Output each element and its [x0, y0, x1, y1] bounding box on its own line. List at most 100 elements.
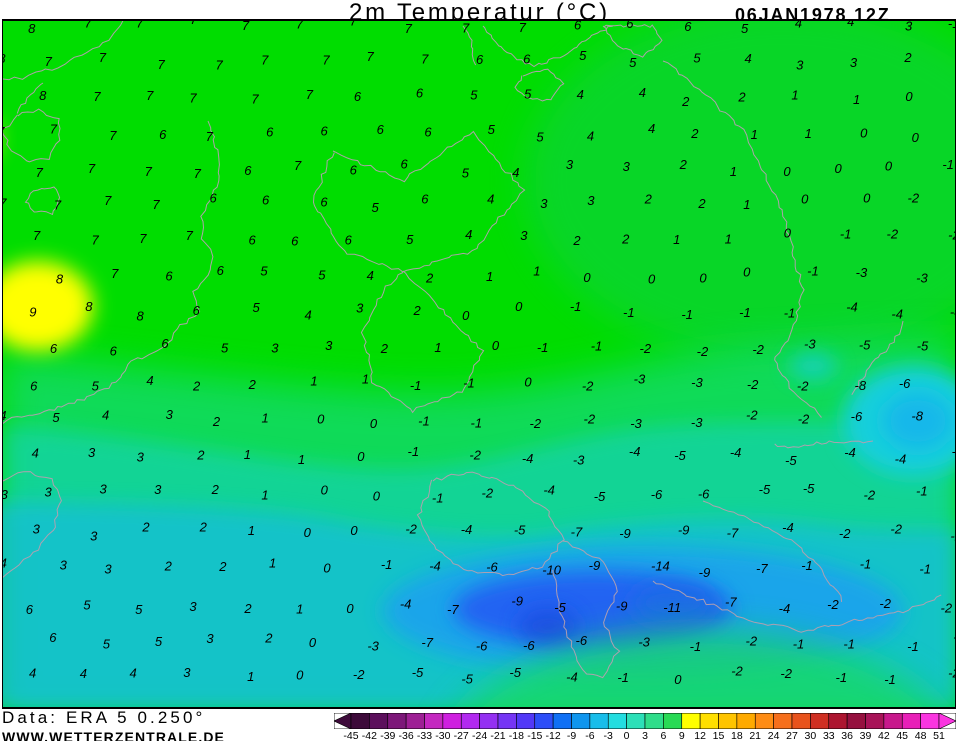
svg-text:-2: -2 [948, 227, 956, 242]
svg-text:0: 0 [743, 265, 751, 280]
svg-text:6: 6 [26, 602, 34, 617]
svg-text:5: 5 [629, 55, 637, 70]
svg-text:6: 6 [684, 21, 692, 34]
svg-text:1: 1 [743, 197, 750, 212]
svg-text:-4: -4 [400, 597, 412, 612]
svg-text:1: 1 [248, 523, 255, 538]
svg-text:5: 5 [52, 410, 60, 425]
svg-text:-1: -1 [471, 416, 483, 431]
svg-text:-1: -1 [948, 21, 956, 31]
svg-text:4: 4 [847, 21, 854, 29]
svg-text:-3: -3 [804, 337, 816, 352]
svg-text:7: 7 [146, 88, 154, 103]
svg-text:-1: -1 [801, 558, 813, 573]
svg-text:3: 3 [154, 482, 162, 497]
svg-text:-1: -1 [408, 444, 420, 459]
svg-text:-2: -2 [950, 528, 956, 543]
svg-text:3: 3 [520, 228, 528, 243]
svg-text:5: 5 [260, 264, 268, 279]
svg-text:0: 0 [885, 159, 893, 174]
svg-text:5: 5 [536, 130, 544, 145]
svg-text:7: 7 [306, 87, 314, 102]
svg-text:9: 9 [29, 305, 36, 320]
svg-text:5: 5 [406, 232, 414, 247]
svg-text:-1: -1 [942, 157, 954, 172]
svg-text:-1: -1 [843, 637, 855, 652]
svg-text:0: 0 [296, 668, 304, 683]
svg-text:-1: -1 [784, 305, 796, 320]
svg-text:1: 1 [853, 92, 860, 107]
svg-text:-3: -3 [573, 452, 585, 467]
svg-text:-1: -1 [690, 639, 702, 654]
svg-text:1: 1 [310, 373, 317, 388]
svg-text:-1: -1 [570, 299, 582, 314]
svg-text:-7: -7 [727, 525, 739, 540]
svg-text:1: 1 [244, 447, 251, 462]
svg-text:-9: -9 [619, 526, 631, 541]
svg-text:-4: -4 [782, 520, 794, 535]
svg-text:-5: -5 [859, 338, 871, 353]
svg-text:7: 7 [294, 158, 302, 173]
svg-text:4: 4 [795, 21, 802, 31]
svg-text:3: 3 [104, 562, 112, 577]
svg-text:6: 6 [476, 52, 484, 67]
svg-text:0: 0 [370, 416, 378, 431]
svg-text:7: 7 [84, 21, 92, 30]
svg-text:7: 7 [405, 21, 413, 36]
svg-text:-5: -5 [759, 482, 771, 497]
svg-text:6: 6 [320, 195, 328, 210]
svg-text:2: 2 [621, 231, 630, 246]
svg-text:8: 8 [28, 21, 36, 36]
svg-text:2: 2 [412, 303, 421, 318]
svg-text:7: 7 [194, 166, 202, 181]
svg-text:-1: -1 [860, 557, 872, 572]
svg-text:-5: -5 [412, 665, 424, 680]
svg-text:8: 8 [56, 271, 64, 286]
svg-text:6: 6 [424, 124, 432, 139]
svg-text:-3: -3 [691, 415, 703, 430]
svg-text:-2: -2 [353, 667, 365, 682]
svg-text:-7: -7 [571, 524, 583, 539]
svg-text:-1: -1 [537, 340, 549, 355]
svg-text:-10: -10 [542, 562, 562, 577]
svg-text:-1: -1 [623, 305, 635, 320]
svg-text:0: 0 [674, 672, 682, 687]
svg-text:-5: -5 [674, 448, 686, 463]
svg-text:6: 6 [248, 233, 256, 248]
svg-text:0: 0 [323, 560, 331, 575]
svg-text:6: 6 [320, 124, 328, 139]
svg-text:-4: -4 [846, 300, 858, 315]
svg-text:-2: -2 [890, 521, 902, 536]
svg-text:6: 6 [354, 89, 362, 104]
svg-text:7: 7 [139, 231, 147, 246]
svg-text:1: 1 [751, 127, 758, 142]
svg-text:-1: -1 [410, 378, 422, 393]
svg-text:5: 5 [155, 634, 163, 649]
svg-text:3: 3 [623, 159, 631, 174]
svg-text:-1: -1 [463, 376, 475, 391]
svg-text:-6: -6 [698, 486, 710, 501]
svg-text:4: 4 [80, 666, 87, 681]
svg-text:7: 7 [350, 21, 358, 28]
svg-text:7: 7 [145, 164, 153, 179]
svg-text:1: 1 [247, 669, 254, 684]
svg-text:7: 7 [88, 161, 96, 176]
svg-text:0: 0 [834, 161, 842, 176]
svg-text:-1: -1 [381, 557, 393, 572]
svg-text:7: 7 [322, 52, 330, 67]
svg-text:4: 4 [577, 87, 584, 102]
svg-text:4: 4 [3, 556, 7, 571]
svg-text:-2: -2 [839, 526, 851, 541]
svg-text:-4: -4 [429, 558, 441, 573]
svg-text:-3: -3 [916, 271, 928, 286]
svg-text:2: 2 [737, 90, 746, 105]
svg-text:-2: -2 [747, 377, 759, 392]
svg-text:2: 2 [218, 559, 227, 574]
svg-text:1: 1 [261, 410, 268, 425]
svg-text:-2: -2 [482, 485, 494, 500]
svg-text:0: 0 [357, 449, 365, 464]
svg-text:7: 7 [206, 129, 214, 144]
svg-text:6: 6 [400, 157, 408, 172]
svg-text:7: 7 [109, 128, 117, 143]
svg-text:6: 6 [165, 269, 173, 284]
